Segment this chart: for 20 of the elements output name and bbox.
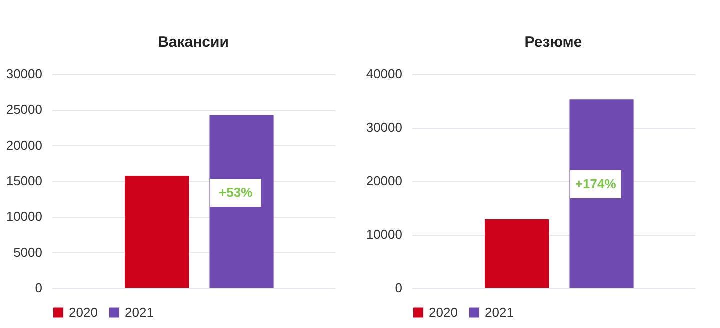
annotation: +53% [219,185,254,200]
legend-label: 2021 [485,304,514,320]
y-tick-label: 5000 [14,244,42,260]
y-tick-label: 10000 [6,209,42,224]
y-tick-label: 20000 [366,174,402,188]
y-tick-label: 10000 [366,227,402,242]
y-tick-label: 30000 [366,120,402,135]
y-tick-label: 0 [35,280,42,296]
y-tick-label: 20000 [6,138,42,153]
chart-title: Вакансии [158,34,229,51]
chart-title: Резюме [524,34,582,51]
annotation: +174% [575,176,617,192]
legend-label: 2020 [69,304,98,320]
legend-label: 2020 [429,304,458,320]
y-tick-label: 30000 [6,66,42,82]
y-tick-label: 15000 [6,174,42,188]
y-tick-label: 25000 [6,102,42,118]
y-tick-label: 0 [395,280,402,296]
y-tick-label: 40000 [366,66,402,82]
legend-label: 2021 [125,304,154,320]
